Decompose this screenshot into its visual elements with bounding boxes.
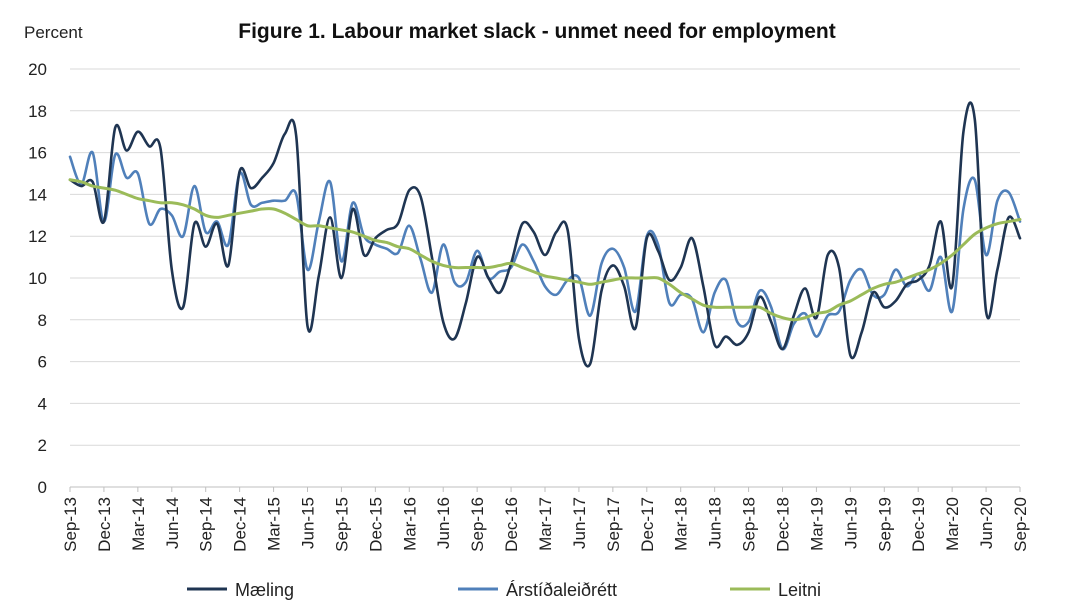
x-tick-label: Dec-15 (366, 497, 385, 552)
series-line-arstidaleidrett (68, 150, 1022, 351)
x-tick-label: Sep-16 (468, 497, 487, 552)
legend-item-maeling: Mæling (187, 580, 294, 600)
y-tick-label: 20 (28, 60, 47, 79)
y-tick-label: 8 (38, 311, 47, 330)
x-tick-label: Dec-18 (774, 497, 793, 552)
x-tick-label: Jun-19 (841, 497, 860, 549)
series-line-leitni (68, 178, 1022, 322)
y-tick-label: 10 (28, 269, 47, 288)
x-axis: Sep-13 Dec-13 Mar-14 Jun-14 Sep-14 Dec-14 Mar-… (61, 487, 1030, 552)
legend-label: Árstíðaleiðrétt (506, 580, 617, 600)
x-tick-label: Jun-15 (299, 497, 318, 549)
legend-label: Mæling (235, 580, 294, 600)
x-tick-label: Mar-20 (943, 497, 962, 551)
series-line-maeling (68, 101, 1022, 368)
x-tick-label: Sep-15 (332, 497, 351, 552)
x-tick-label: Sep-20 (1011, 497, 1030, 552)
legend: Mæling Árstíðaleiðrétt Leitni (187, 580, 821, 600)
y-tick-label: 16 (28, 144, 47, 163)
x-tick-label: Sep-18 (740, 497, 759, 552)
y-axis-ticks: 0 2 4 6 8 10 12 14 16 18 20 (28, 60, 47, 497)
x-tick-label: Mar-16 (400, 497, 419, 551)
chart-title: Figure 1. Labour market slack - unmet ne… (238, 20, 835, 43)
legend-item-arstidaleidrett: Árstíðaleiðrétt (458, 580, 617, 600)
x-tick-label: Mar-17 (536, 497, 555, 551)
x-tick-label: Mar-19 (807, 497, 826, 551)
y-tick-label: 2 (38, 436, 47, 455)
x-tick-label: Dec-14 (231, 497, 250, 552)
x-tick-label: Dec-16 (502, 497, 521, 552)
x-tick-label: Dec-19 (909, 497, 928, 552)
y-tick-label: 18 (28, 102, 47, 121)
x-tick-label: Mar-15 (265, 497, 284, 551)
legend-item-leitni: Leitni (730, 580, 821, 600)
gridlines (70, 68, 1020, 488)
x-tick-label: Sep-13 (61, 497, 80, 552)
y-tick-label: 6 (38, 353, 47, 372)
x-tick-label: Sep-19 (875, 497, 894, 552)
y-tick-label: 4 (38, 394, 47, 413)
x-tick-label: Jun-16 (434, 497, 453, 549)
x-tick-label: Sep-14 (197, 497, 216, 552)
y-tick-label: 12 (28, 227, 47, 246)
x-tick-label: Jun-18 (706, 497, 725, 549)
series-lines (68, 101, 1022, 368)
x-tick-label: Mar-14 (129, 497, 148, 551)
x-tick-label: Mar-18 (672, 497, 691, 551)
x-tick-label: Dec-17 (638, 497, 657, 552)
y-tick-label: 0 (38, 478, 47, 497)
x-tick-label: Jun-14 (163, 497, 182, 549)
y-tick-label: 14 (28, 185, 47, 204)
x-tick-label: Jun-17 (570, 497, 589, 549)
legend-label: Leitni (778, 580, 821, 600)
x-tick-label: Jun-20 (977, 497, 996, 549)
x-tick-label: Dec-13 (95, 497, 114, 552)
y-axis-label: Percent (24, 23, 83, 42)
x-tick-label: Sep-17 (604, 497, 623, 552)
